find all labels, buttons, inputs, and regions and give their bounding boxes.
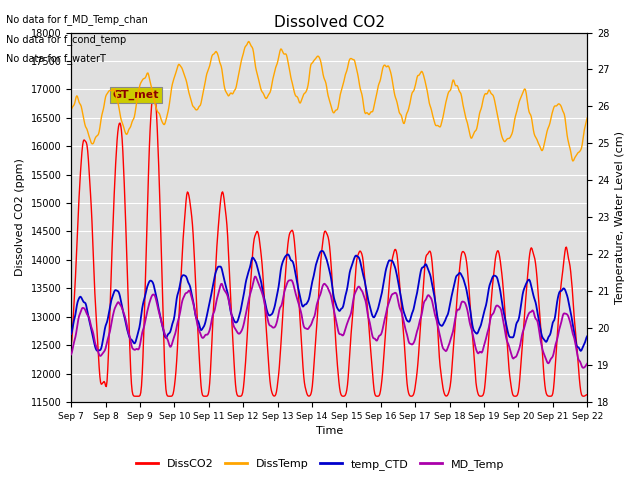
- Text: GT_met: GT_met: [113, 90, 159, 100]
- Line: temp_CTD: temp_CTD: [71, 251, 588, 351]
- temp_CTD: [392, 269, 400, 275]
- MD_Temp: [182, 290, 190, 296]
- DissCO2: [211, 284, 218, 289]
- Y-axis label: Dissolved CO2 (ppm): Dissolved CO2 (ppm): [15, 158, 25, 276]
- DissTemp: [77, 102, 84, 108]
- DissCO2: [67, 342, 75, 348]
- temp_CTD: [319, 248, 326, 254]
- DissTemp: [392, 97, 400, 103]
- temp_CTD: [130, 340, 138, 346]
- DissCO2: [584, 392, 591, 397]
- DissCO2: [408, 393, 416, 399]
- X-axis label: Time: Time: [316, 426, 343, 436]
- DissTemp: [408, 93, 415, 99]
- MD_Temp: [584, 360, 591, 366]
- MD_Temp: [579, 365, 587, 371]
- MD_Temp: [67, 351, 75, 357]
- MD_Temp: [408, 341, 415, 347]
- DissCO2: [184, 189, 191, 195]
- Y-axis label: Temperature, Water Level (cm): Temperature, Water Level (cm): [615, 131, 625, 304]
- MD_Temp: [77, 310, 84, 315]
- temp_CTD: [67, 331, 75, 337]
- MD_Temp: [209, 311, 217, 316]
- Line: DissCO2: DissCO2: [71, 90, 588, 396]
- Text: No data for f_waterT: No data for f_waterT: [6, 53, 106, 64]
- DissCO2: [150, 87, 157, 93]
- DissTemp: [182, 77, 190, 83]
- temp_CTD: [209, 281, 217, 287]
- Text: No data for f_MD_Temp_chan: No data for f_MD_Temp_chan: [6, 14, 148, 25]
- Line: DissTemp: DissTemp: [71, 42, 588, 161]
- Title: Dissolved CO2: Dissolved CO2: [274, 15, 385, 30]
- MD_Temp: [252, 274, 259, 279]
- Text: No data for f_cond_temp: No data for f_cond_temp: [6, 34, 127, 45]
- DissTemp: [130, 116, 138, 122]
- DissTemp: [584, 115, 591, 121]
- Legend: DissCO2, DissTemp, temp_CTD, MD_Temp: DissCO2, DissTemp, temp_CTD, MD_Temp: [131, 455, 509, 474]
- temp_CTD: [77, 294, 84, 300]
- DissTemp: [569, 158, 577, 164]
- DissTemp: [67, 107, 75, 112]
- DissCO2: [77, 169, 84, 175]
- DissCO2: [393, 252, 401, 258]
- DissTemp: [244, 39, 252, 45]
- DissTemp: [209, 51, 217, 57]
- Line: MD_Temp: MD_Temp: [71, 276, 588, 368]
- temp_CTD: [408, 312, 415, 318]
- temp_CTD: [584, 333, 591, 339]
- MD_Temp: [392, 290, 400, 296]
- MD_Temp: [130, 347, 138, 352]
- temp_CTD: [577, 348, 584, 354]
- DissCO2: [132, 393, 140, 399]
- temp_CTD: [182, 274, 190, 279]
- DissCO2: [130, 393, 138, 399]
